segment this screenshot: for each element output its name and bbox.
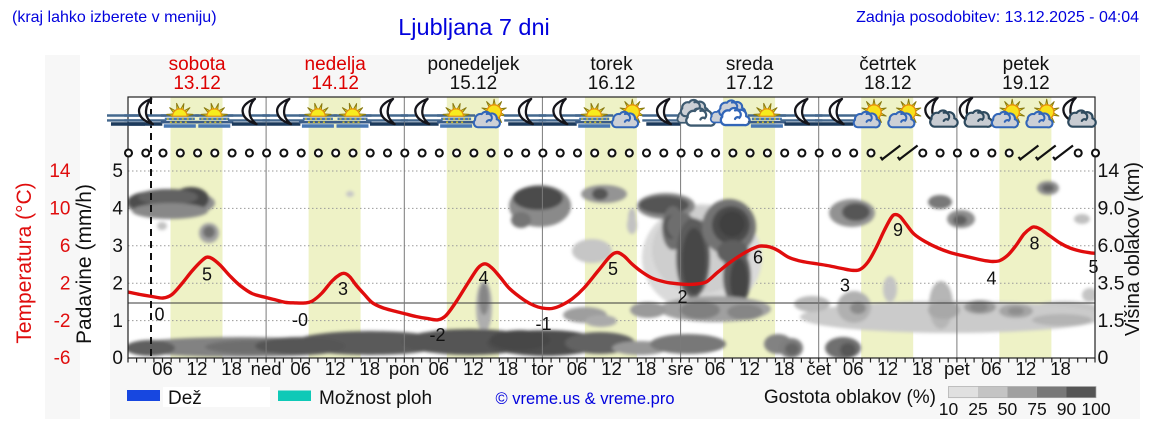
svg-text:Višina oblakov (km): Višina oblakov (km): [1122, 162, 1144, 336]
svg-text:50: 50: [998, 399, 1018, 419]
svg-text:12: 12: [601, 358, 622, 379]
svg-text:-0: -0: [292, 310, 308, 330]
svg-text:4: 4: [986, 269, 996, 289]
svg-text:8: 8: [1029, 234, 1039, 254]
svg-text:pet: pet: [944, 358, 970, 379]
svg-text:06: 06: [290, 358, 311, 379]
svg-text:nedelja: nedelja: [305, 54, 367, 75]
svg-text:2: 2: [112, 273, 123, 294]
svg-text:© vreme.us & vreme.pro: © vreme.us & vreme.pro: [495, 390, 674, 408]
svg-text:6: 6: [753, 248, 763, 268]
svg-text:18: 18: [774, 358, 795, 379]
svg-text:ned: ned: [251, 358, 282, 379]
svg-text:0: 0: [154, 305, 164, 325]
svg-text:0: 0: [1098, 347, 1109, 369]
svg-text:06: 06: [981, 358, 1002, 379]
svg-text:čet: čet: [806, 358, 831, 379]
svg-text:6: 6: [60, 236, 71, 257]
svg-text:9: 9: [893, 220, 903, 240]
svg-text:4: 4: [112, 199, 123, 220]
svg-text:25: 25: [968, 399, 987, 419]
svg-text:Padavine (mm/h): Padavine (mm/h): [73, 184, 96, 344]
svg-text:-6: -6: [54, 348, 71, 369]
svg-text:90: 90: [1057, 399, 1077, 419]
svg-text:18: 18: [912, 358, 933, 379]
svg-text:5: 5: [1088, 257, 1098, 277]
svg-text:4: 4: [478, 268, 488, 288]
svg-text:10: 10: [939, 399, 959, 419]
svg-text:Temperatura (°C): Temperatura (°C): [13, 182, 36, 343]
svg-text:06: 06: [567, 358, 588, 379]
svg-text:12: 12: [1016, 358, 1037, 379]
svg-text:torek: torek: [590, 54, 633, 75]
svg-text:ponedeljek: ponedeljek: [427, 54, 519, 75]
svg-text:15.12: 15.12: [450, 73, 498, 94]
svg-text:14: 14: [1098, 160, 1120, 182]
svg-text:06: 06: [152, 358, 173, 379]
svg-text:2: 2: [60, 273, 71, 294]
svg-text:Gostota oblakov (%): Gostota oblakov (%): [764, 387, 936, 408]
svg-text:12: 12: [463, 358, 484, 379]
svg-text:18.12: 18.12: [864, 73, 912, 94]
svg-text:14.12: 14.12: [311, 73, 359, 94]
svg-text:1: 1: [112, 311, 123, 332]
svg-text:17.12: 17.12: [726, 73, 774, 94]
svg-text:100: 100: [1081, 399, 1110, 419]
svg-text:3: 3: [338, 279, 348, 299]
svg-text:75: 75: [1027, 399, 1046, 419]
svg-text:18: 18: [1050, 358, 1071, 379]
svg-text:-1: -1: [535, 314, 551, 334]
svg-text:06: 06: [705, 358, 726, 379]
svg-text:Možnost ploh: Možnost ploh: [319, 388, 432, 409]
svg-text:5: 5: [608, 259, 618, 279]
svg-text:9.0: 9.0: [1098, 198, 1125, 220]
svg-text:5: 5: [202, 265, 212, 285]
svg-text:18: 18: [636, 358, 657, 379]
svg-text:5: 5: [112, 161, 123, 182]
svg-text:3: 3: [840, 276, 850, 296]
svg-text:12: 12: [325, 358, 346, 379]
svg-text:1.5: 1.5: [1098, 310, 1125, 332]
svg-text:-2: -2: [429, 325, 445, 345]
svg-text:12: 12: [878, 358, 899, 379]
svg-text:-2: -2: [54, 311, 71, 332]
svg-text:18: 18: [498, 358, 519, 379]
svg-text:Dež: Dež: [168, 388, 202, 409]
svg-text:12: 12: [187, 358, 208, 379]
svg-text:četrtek: četrtek: [859, 54, 917, 75]
svg-text:sre: sre: [668, 358, 694, 379]
svg-text:13.12: 13.12: [173, 73, 221, 94]
svg-text:tor: tor: [532, 358, 554, 379]
svg-text:petek: petek: [1003, 54, 1050, 75]
svg-text:16.12: 16.12: [588, 73, 636, 94]
svg-text:14: 14: [49, 161, 71, 182]
svg-text:2: 2: [677, 287, 687, 307]
svg-text:12: 12: [739, 358, 760, 379]
svg-text:3: 3: [112, 236, 123, 257]
svg-text:(kraj lahko izberete v meniju): (kraj lahko izberete v meniju): [12, 9, 217, 26]
svg-text:Zadnja posodobitev: 13.12.2025: Zadnja posodobitev: 13.12.2025 - 04:04: [856, 9, 1139, 26]
svg-text:19.12: 19.12: [1002, 73, 1050, 94]
svg-text:0: 0: [112, 348, 123, 369]
svg-text:18: 18: [221, 358, 242, 379]
svg-text:6.0: 6.0: [1098, 235, 1125, 257]
svg-text:sreda: sreda: [726, 54, 774, 75]
svg-text:06: 06: [843, 358, 864, 379]
svg-text:10: 10: [49, 199, 70, 220]
svg-text:pon: pon: [389, 358, 420, 379]
svg-text:06: 06: [429, 358, 450, 379]
svg-text:Ljubljana 7 dni: Ljubljana 7 dni: [398, 14, 550, 40]
svg-text:18: 18: [359, 358, 380, 379]
svg-text:3.5: 3.5: [1098, 272, 1125, 294]
svg-text:sobota: sobota: [169, 54, 226, 75]
